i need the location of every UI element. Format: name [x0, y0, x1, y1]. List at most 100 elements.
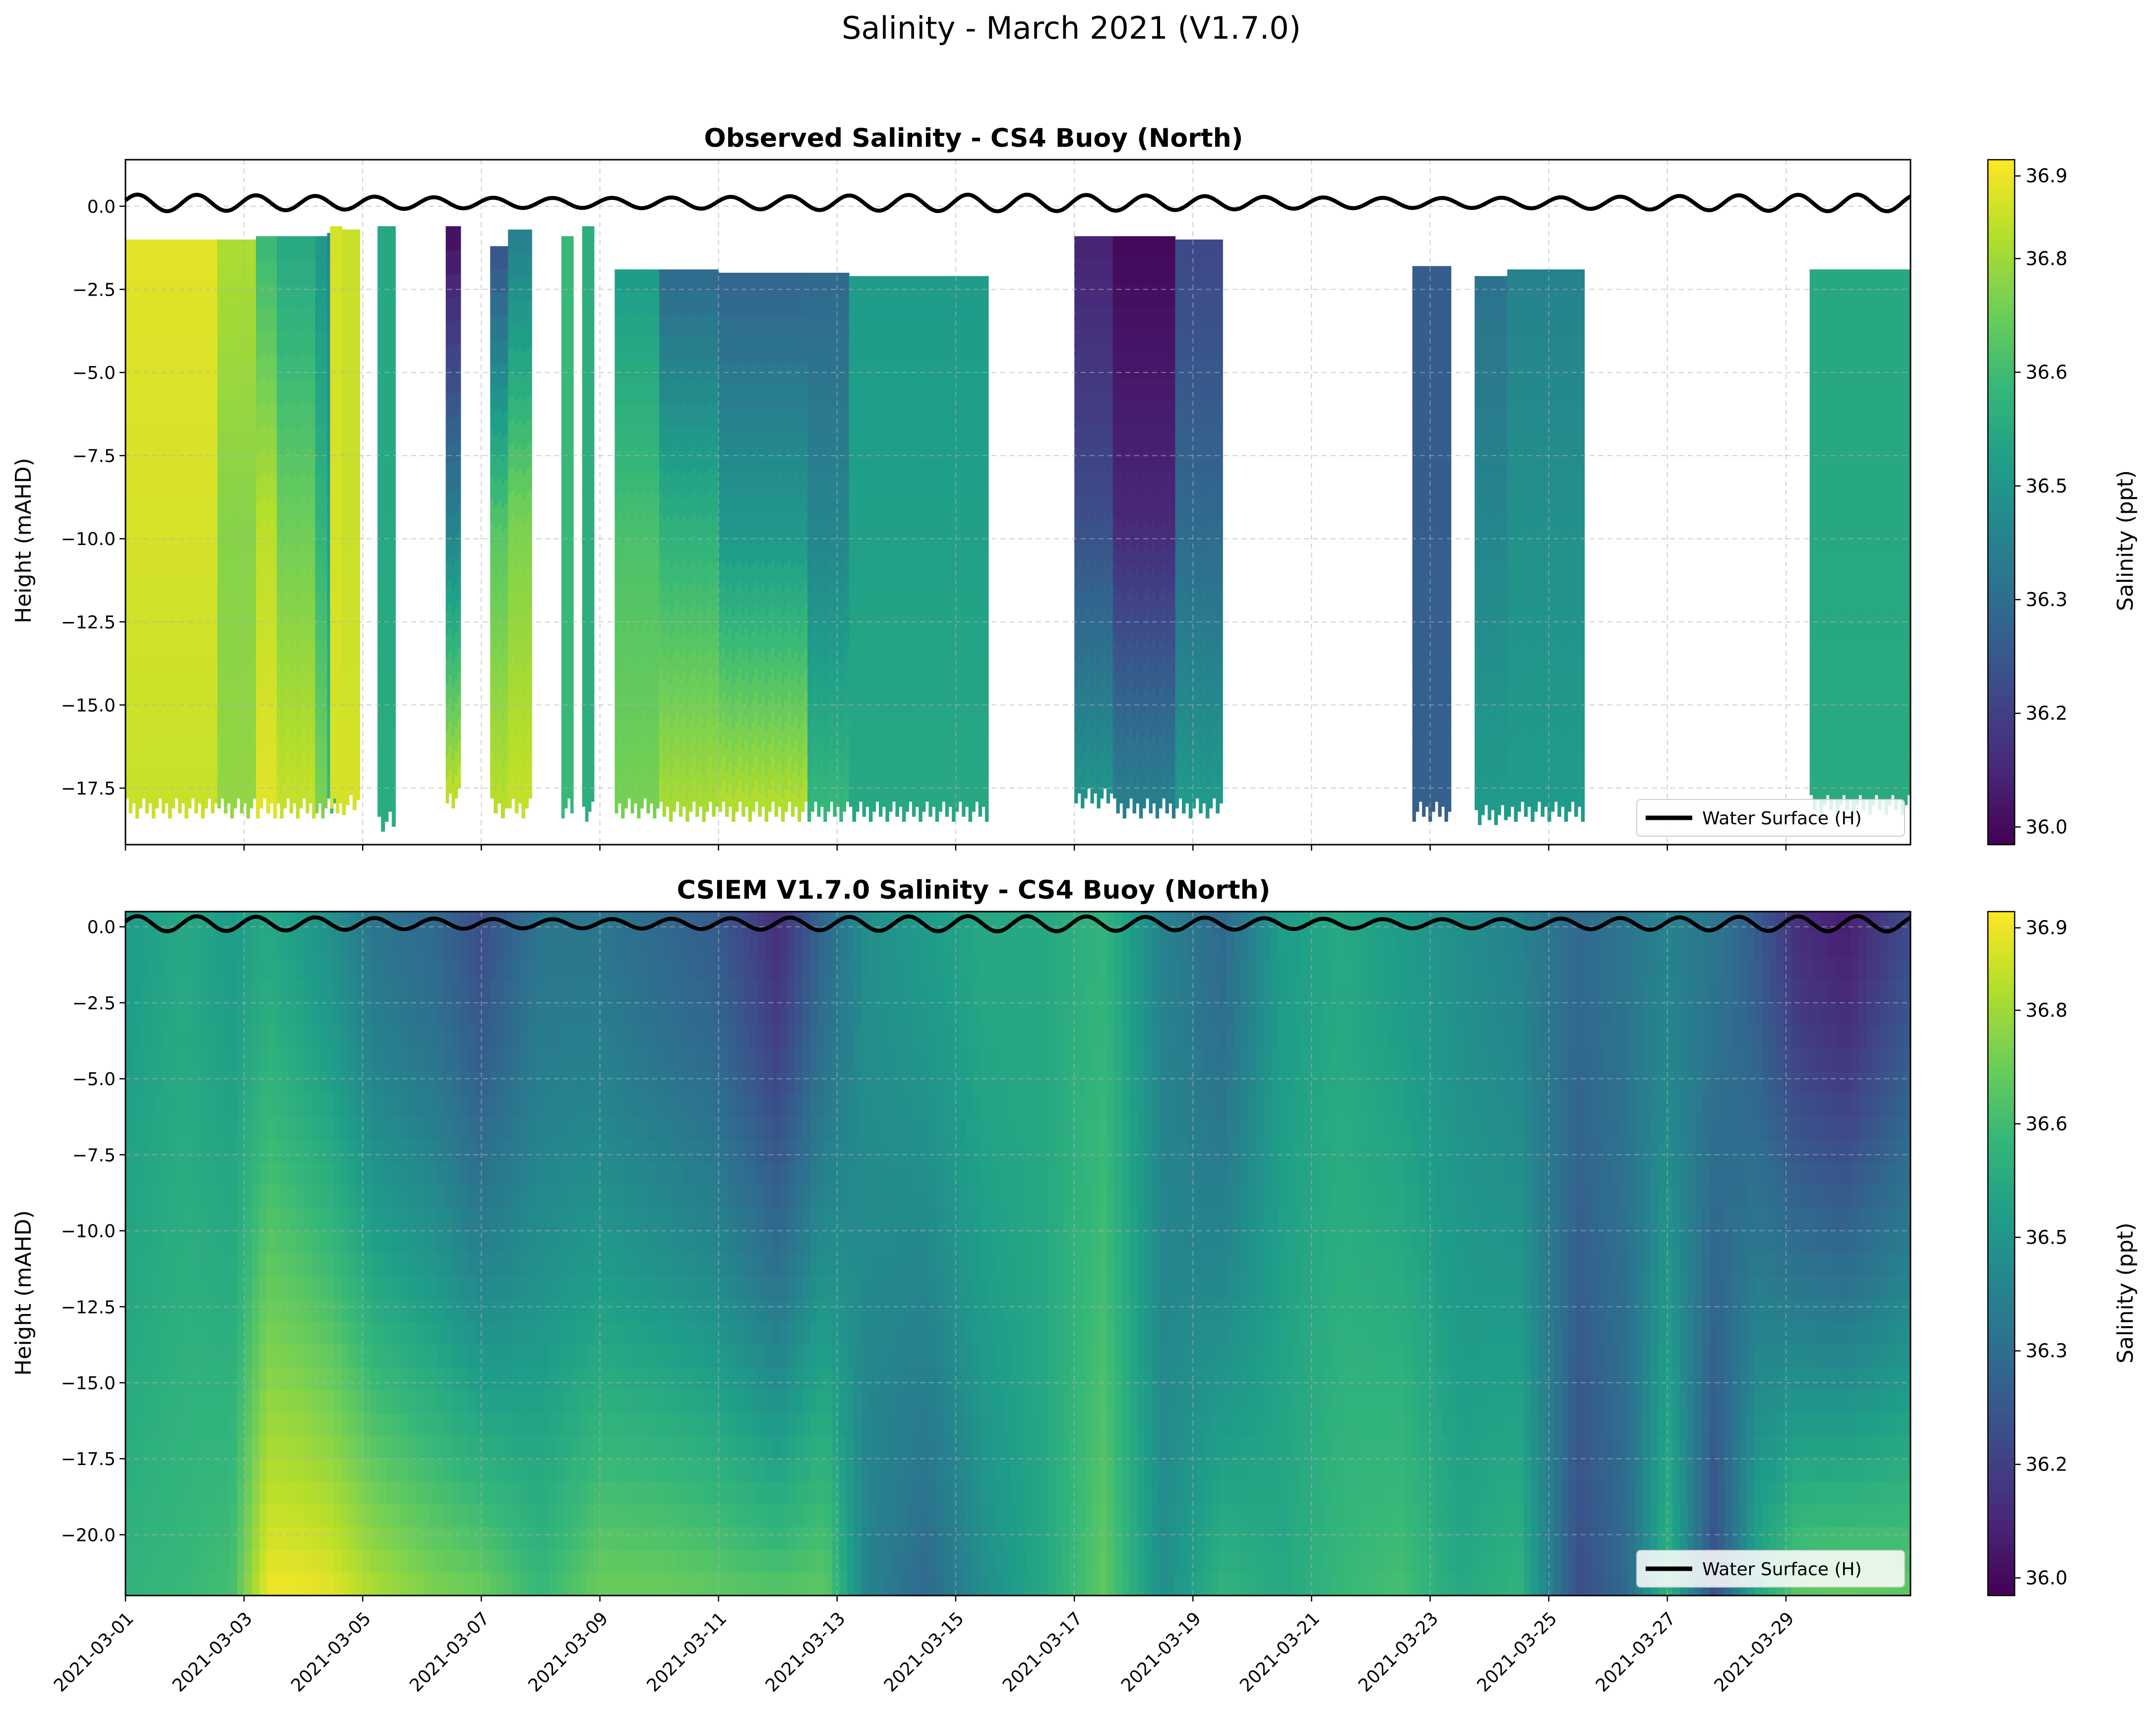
observed-cell	[377, 250, 382, 276]
observed-cell	[243, 592, 247, 616]
observed-cell	[191, 612, 195, 636]
observed-cell	[744, 539, 749, 562]
observed-cell	[388, 348, 392, 373]
observed-cell	[735, 542, 739, 565]
observed-cell	[233, 737, 237, 761]
observed-cell	[187, 405, 192, 430]
observed-cell	[591, 466, 595, 491]
observed-cell	[171, 689, 176, 714]
observed-cell	[758, 635, 762, 659]
observed-cell	[252, 379, 256, 403]
observed-cell	[448, 722, 452, 746]
observed-cell	[895, 568, 899, 592]
observed-cell	[318, 708, 322, 733]
observed-cell	[872, 276, 876, 299]
observed-cell	[788, 691, 792, 714]
observed-cell	[702, 499, 706, 523]
observed-cell	[302, 376, 306, 401]
observed-cell	[588, 421, 592, 446]
observed-cell	[791, 726, 795, 749]
observed-cell	[318, 756, 322, 780]
observed-cell	[932, 718, 936, 741]
observed-cell	[771, 735, 775, 758]
observed-cell	[567, 611, 571, 635]
observed-cell	[175, 728, 179, 752]
observed-cell	[504, 363, 508, 387]
observed-cell	[356, 681, 361, 705]
observed-cell	[788, 339, 792, 362]
observed-cell	[823, 410, 827, 433]
observed-cell	[168, 625, 172, 650]
observed-cell	[342, 497, 346, 523]
observed-cell	[801, 385, 805, 408]
observed-cell	[839, 615, 843, 639]
observed-cell	[318, 401, 322, 426]
observed-cell	[148, 779, 152, 803]
observed-cell	[296, 430, 300, 455]
observed-cell	[791, 658, 795, 681]
observed-cell	[744, 695, 749, 718]
observed-cell	[744, 673, 749, 696]
observed-cell	[925, 342, 929, 364]
observed-cell	[252, 262, 256, 287]
observed-cell	[621, 269, 625, 293]
observed-cell	[308, 519, 312, 544]
observed-cell	[922, 588, 926, 611]
observed-cell	[744, 784, 749, 807]
observed-cell	[293, 330, 297, 355]
observed-cell	[702, 706, 706, 730]
observed-cell	[649, 536, 654, 559]
observed-cell	[938, 432, 942, 455]
observed-cell	[377, 718, 382, 743]
observed-cell	[627, 424, 631, 446]
observed-cell	[381, 629, 385, 656]
observed-cell	[567, 728, 571, 752]
observed-cell	[330, 396, 334, 421]
observed-cell	[585, 499, 589, 524]
observed-cell	[289, 620, 294, 645]
observed-cell	[336, 544, 340, 569]
observed-cell	[909, 429, 913, 452]
observed-cell	[672, 314, 677, 338]
observed-cell	[852, 299, 856, 322]
observed-cell	[356, 324, 361, 349]
observed-cell	[289, 789, 294, 814]
observed-cell	[666, 538, 670, 561]
observed-cell	[919, 708, 923, 731]
observed-cell	[175, 751, 179, 775]
observed-cell	[591, 705, 595, 730]
observed-cell	[942, 342, 946, 364]
observed-cell	[798, 364, 801, 388]
observed-cell	[194, 263, 198, 288]
observed-cell	[744, 762, 749, 785]
observed-cell	[227, 521, 231, 546]
observed-cell	[817, 726, 821, 749]
observed-cell	[865, 607, 869, 630]
observed-cell	[872, 521, 876, 545]
observed-cell	[246, 601, 250, 626]
observed-cell	[751, 744, 755, 767]
observed-cell	[391, 476, 396, 502]
observed-cell	[646, 700, 650, 723]
observed-cell	[751, 564, 755, 588]
observed-cell	[895, 433, 899, 457]
observed-cell	[306, 765, 309, 790]
observed-cell	[333, 774, 337, 799]
observed-cell	[630, 292, 634, 315]
observed-cell	[521, 426, 526, 451]
observed-cell	[276, 685, 281, 709]
observed-cell	[630, 428, 634, 451]
observed-cell	[384, 499, 389, 524]
observed-cell	[758, 431, 762, 455]
observed-cell	[705, 495, 709, 518]
observed-cell	[882, 430, 886, 453]
observed-cell	[784, 475, 788, 498]
observed-cell	[826, 475, 830, 498]
observed-cell	[528, 442, 532, 467]
observed-cell	[252, 681, 256, 706]
observed-cell	[356, 253, 361, 278]
observed-cell	[804, 449, 808, 472]
observed-cell	[925, 473, 929, 495]
observed-cell	[781, 296, 785, 319]
observed-cell	[878, 659, 883, 682]
